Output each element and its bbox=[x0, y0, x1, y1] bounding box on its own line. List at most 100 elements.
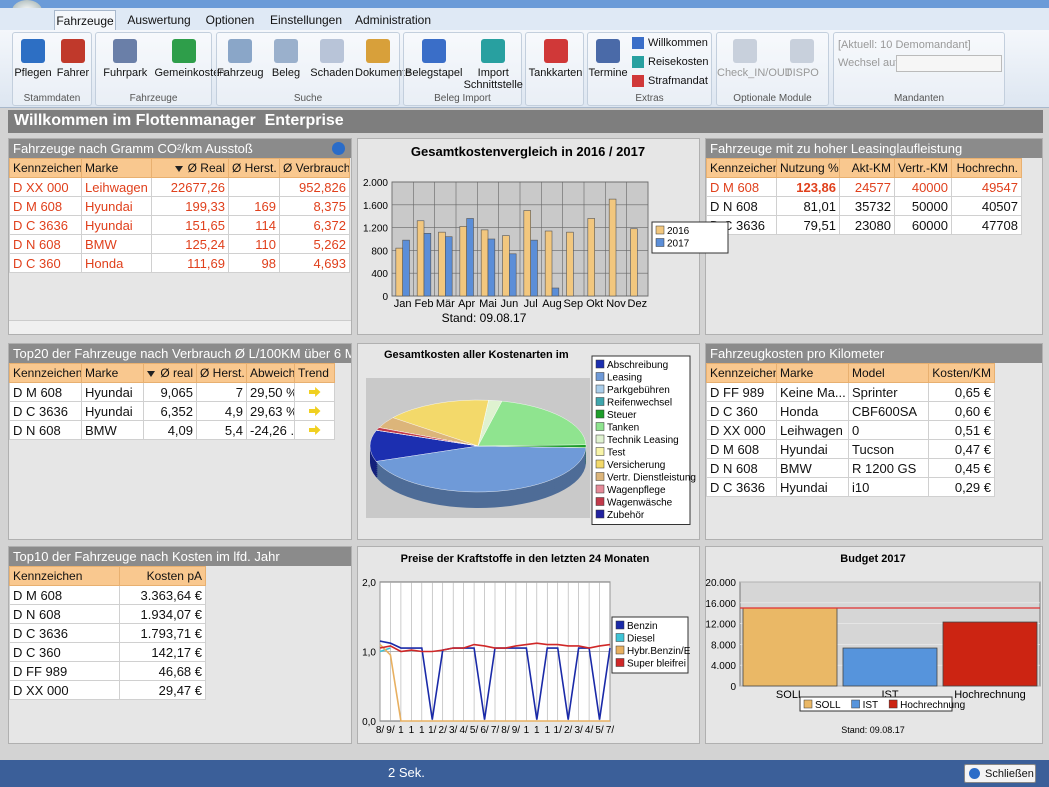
column-header[interactable]: Ø Herst. bbox=[228, 158, 280, 178]
table-row[interactable]: D M 608 3.363,64 € bbox=[9, 585, 206, 605]
ribbon-button[interactable]: Import Schnittstelle bbox=[464, 35, 524, 91]
tab[interactable]: Auswertung bbox=[127, 13, 191, 27]
x-tick-label: 1 bbox=[524, 725, 530, 736]
legend-label: Test bbox=[607, 448, 626, 459]
table-cell: D FF 989 bbox=[9, 661, 120, 681]
ribbon-button[interactable]: Termine bbox=[588, 35, 628, 79]
ribbon-button[interactable]: Dokumente bbox=[355, 35, 411, 79]
column-header[interactable]: Kennzeichen bbox=[9, 363, 82, 383]
table-row[interactable]: D C 360 Honda CBF600SA 0,60 € bbox=[706, 401, 995, 421]
info-icon bbox=[332, 142, 345, 155]
column-header[interactable]: Kennzeichen bbox=[706, 158, 777, 178]
table-cell: BMW bbox=[81, 234, 152, 254]
line-series bbox=[379, 642, 611, 653]
ribbon-button[interactable]: DISPO bbox=[774, 35, 831, 79]
y-tick-label: 1,0 bbox=[362, 648, 376, 659]
ribbon-button[interactable]: Fahrzeug bbox=[217, 35, 263, 79]
table-row[interactable]: D C 3636 1.793,71 € bbox=[9, 623, 206, 643]
ribbon-button[interactable]: Pflegen bbox=[13, 35, 53, 79]
ribbon-icon bbox=[228, 39, 252, 63]
table-cell: Hyundai bbox=[81, 382, 144, 402]
x-tick-label: Okt bbox=[586, 298, 603, 310]
ribbon-small-button[interactable]: Strafmandat bbox=[632, 75, 708, 87]
table-cell: 1.793,71 € bbox=[119, 623, 206, 643]
ribbon-button[interactable]: Belegstapel bbox=[404, 35, 464, 79]
ribbon-button-label: Schaden bbox=[310, 67, 354, 79]
table-row[interactable]: D XX 000 29,47 € bbox=[9, 680, 206, 700]
table-row[interactable]: D XX 000 Leihwagen 0 0,51 € bbox=[706, 420, 995, 440]
tab[interactable]: Administration bbox=[354, 13, 432, 27]
table-row[interactable]: D C 3636 Hyundai 6,352 4,9 29,63 % bbox=[9, 401, 335, 421]
y-tick-label: 0 bbox=[382, 292, 388, 303]
legend-label: Diesel bbox=[627, 634, 655, 645]
ribbon-icon bbox=[733, 39, 758, 63]
x-tick-label: 1 bbox=[534, 725, 540, 736]
x-tick-label: 4/ bbox=[459, 725, 468, 736]
table-row[interactable]: D XX 000 Leihwagen 22677,26 952,826 bbox=[9, 177, 350, 197]
x-tick-label: 7/ bbox=[491, 725, 500, 736]
x-tick-label: 9/ bbox=[512, 725, 521, 736]
tab[interactable]: Einstellungen bbox=[269, 13, 343, 27]
table-cell: 47708 bbox=[951, 215, 1022, 235]
column-header[interactable]: Ø Herst. bbox=[196, 363, 247, 383]
column-header[interactable]: Akt-KM bbox=[839, 158, 895, 178]
table-cell: 98 bbox=[228, 253, 280, 273]
table-row[interactable]: D N 608 1.934,07 € bbox=[9, 604, 206, 624]
ribbon-button[interactable]: Fahrer bbox=[53, 35, 93, 79]
table-row[interactable]: D M 608 Hyundai Tucson 0,47 € bbox=[706, 439, 995, 459]
bar bbox=[438, 231, 446, 297]
column-header[interactable]: Hochrechn. bbox=[951, 158, 1022, 178]
column-header[interactable]: Kennzeichen bbox=[706, 363, 777, 383]
table-row[interactable]: D C 360 Honda 111,69 98 4,693 bbox=[9, 253, 350, 273]
x-tick-label: 8/ bbox=[501, 725, 510, 736]
table-row[interactable]: D FF 989 46,68 € bbox=[9, 661, 206, 681]
chart-title: Gesamtkosten aller Kostenarten im bbox=[384, 349, 569, 361]
header-title: Willkommen im Flottenmanager Enterprise bbox=[8, 110, 1043, 133]
ribbon-button[interactable]: Schaden bbox=[309, 35, 355, 79]
table-row[interactable]: D C 3636 Hyundai 151,65 114 6,372 bbox=[9, 215, 350, 235]
table-cell bbox=[294, 382, 335, 402]
ribbon-icon bbox=[366, 39, 390, 63]
legend-label: Abschreibung bbox=[607, 360, 668, 371]
table-row[interactable]: D N 608 81,01 35732 50000 40507 bbox=[706, 196, 1022, 216]
table-row[interactable]: D FF 989 Keine Ma... Sprinter 0,65 € bbox=[706, 382, 995, 402]
table-cell: 35732 bbox=[839, 196, 895, 216]
table-row[interactable]: D C 3636 79,51 23080 60000 47708 bbox=[706, 215, 1022, 235]
ribbon-button-label: Willkommen bbox=[648, 37, 708, 49]
ribbon-button[interactable]: Gemeinkosten bbox=[155, 35, 225, 79]
bar bbox=[842, 647, 938, 687]
column-header[interactable]: Kennzeichen bbox=[9, 158, 82, 178]
ribbon-button[interactable]: Tankkarten bbox=[526, 35, 585, 79]
column-header-text: Kosten/KM bbox=[932, 366, 991, 380]
ribbon-button[interactable]: Beleg bbox=[263, 35, 309, 79]
tab[interactable]: Fahrzeuge bbox=[54, 10, 116, 30]
table-row[interactable]: D N 608 BMW R 1200 GS 0,45 € bbox=[706, 458, 995, 478]
column-header[interactable]: Marke bbox=[81, 158, 152, 178]
ribbon-small-button[interactable]: Reisekosten bbox=[632, 56, 709, 68]
ribbon-small-button[interactable]: Willkommen bbox=[632, 37, 708, 49]
table-cell bbox=[294, 401, 335, 421]
table-row[interactable]: D M 608 123,86 24577 40000 49547 bbox=[706, 177, 1022, 197]
trend-icon bbox=[308, 387, 321, 397]
bar bbox=[416, 220, 425, 297]
ribbon-button-label: Termine bbox=[588, 67, 628, 79]
column-header[interactable]: Kosten/KM bbox=[928, 363, 995, 383]
legend-label: Leasing bbox=[607, 373, 642, 384]
column-header[interactable]: Trend bbox=[294, 363, 335, 383]
table-row[interactable]: D N 608 BMW 125,24 110 5,262 bbox=[9, 234, 350, 254]
column-header[interactable]: Nutzung % bbox=[776, 158, 840, 178]
ribbon-button[interactable]: Fuhrpark bbox=[96, 35, 155, 79]
ribbon-button[interactable]: Check_IN/OUT bbox=[717, 35, 792, 79]
tab[interactable]: Optionen bbox=[205, 13, 255, 27]
legend-label: Super bleifrei bbox=[627, 659, 686, 670]
table-row[interactable]: D C 360 142,17 € bbox=[9, 642, 206, 662]
column-header[interactable]: Model bbox=[848, 363, 929, 383]
column-header[interactable]: Ø Real bbox=[151, 158, 229, 178]
column-header[interactable]: Ø Verbrauch bbox=[279, 158, 350, 178]
y-tick-label: 1.600 bbox=[363, 201, 388, 212]
table-row[interactable]: D C 3636 Hyundai i10 0,29 € bbox=[706, 477, 995, 497]
mandant-select[interactable] bbox=[896, 55, 1002, 72]
close-button[interactable]: Schließen bbox=[964, 764, 1036, 783]
table-row[interactable]: D M 608 Hyundai 199,33 169 8,375 bbox=[9, 196, 350, 216]
